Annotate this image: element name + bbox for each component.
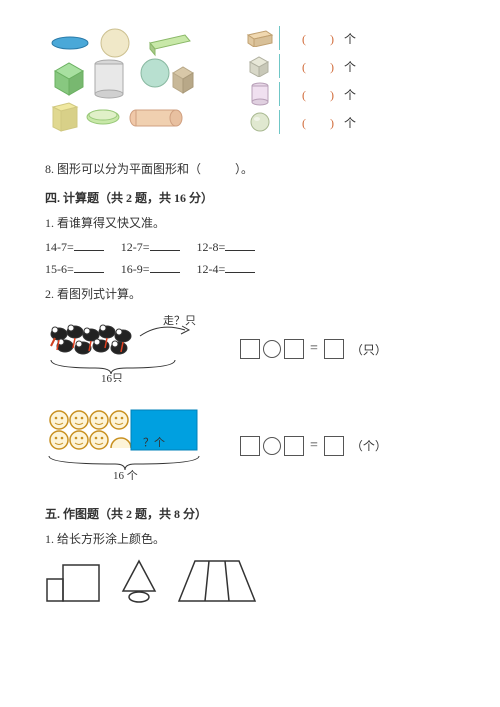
operand-box: [284, 339, 304, 359]
result-box: [324, 436, 344, 456]
section-5-title: 五. 作图题（共 2 题，共 8 分）: [45, 505, 455, 522]
q8-text-a: 8. 图形可以分为平面图形和（: [45, 162, 201, 176]
answer-blank: [74, 239, 104, 251]
equation-1: = （只）: [240, 339, 387, 359]
svg-text:16 个: 16 个: [113, 469, 138, 481]
s4-q2-title: 2. 看图列式计算。: [45, 285, 455, 302]
count-row-cuboid: ( ) 个: [245, 25, 356, 51]
operand-box: [284, 436, 304, 456]
count-row-cube: ( ) 个: [245, 53, 356, 79]
count-table: ( ) 个 ( ) 个 ( ) 个 ( ) 个: [245, 25, 356, 135]
unit-label: 个: [344, 86, 356, 103]
calc-row-2: 15-6= 16-9= 12-4=: [45, 261, 455, 277]
operator-circle: [263, 340, 281, 358]
answer-blank: [150, 239, 180, 251]
calc-row-1: 14-7= 12-7= 12-8=: [45, 239, 455, 255]
figure-1: 走？只 16只: [45, 312, 220, 386]
answer-blank: [74, 261, 104, 273]
equals-sign: =: [310, 438, 318, 454]
count-row-cylinder: ( ) 个: [245, 81, 356, 107]
s4-q1-title: 1. 看谁算得又快又准。: [45, 214, 455, 231]
figure-2-row: ？个 16 个 = （个）: [45, 406, 455, 485]
expr: 15-6=: [45, 262, 74, 276]
divider: [279, 26, 280, 50]
unit: （只）: [351, 341, 387, 358]
expr: 14-7=: [45, 240, 74, 254]
expr: 12-4=: [197, 262, 226, 276]
answer-blank: [150, 261, 180, 273]
operator-circle: [263, 437, 281, 455]
divider: [279, 54, 280, 78]
result-box: [324, 339, 344, 359]
cylinder-icon: [245, 82, 275, 106]
unit-label: 个: [344, 58, 356, 75]
shapes-to-color: [45, 557, 455, 603]
cube-icon: [245, 54, 275, 78]
s5-q1-title: 1. 给长方形涂上颜色。: [45, 530, 455, 547]
expr: 12-8=: [197, 240, 226, 254]
count-row-sphere: ( ) 个: [245, 109, 356, 135]
unit-label: 个: [344, 114, 356, 131]
paren: ( ): [302, 114, 334, 131]
operand-box: [240, 339, 260, 359]
divider: [279, 110, 280, 134]
paren: ( ): [302, 30, 334, 47]
paren: ( ): [302, 58, 334, 75]
expr: 16-9=: [121, 262, 150, 276]
operand-box: [240, 436, 260, 456]
figure-2: ？个 16 个: [45, 406, 220, 485]
svg-text:走？只: 走？只: [163, 314, 196, 327]
answer-blank: [225, 261, 255, 273]
sphere-icon: [245, 110, 275, 134]
unit-label: 个: [344, 30, 356, 47]
equals-sign: =: [310, 341, 318, 357]
q8-text-b: ）。: [235, 162, 253, 176]
shapes-illustration: [45, 25, 205, 135]
top-figures-row: ( ) 个 ( ) 个 ( ) 个 ( ) 个: [45, 25, 455, 135]
shape-trapezoid: [177, 557, 257, 603]
unit: （个）: [351, 437, 387, 454]
shape-house: [45, 557, 101, 603]
section-4-title: 四. 计算题（共 2 题，共 16 分）: [45, 189, 455, 206]
figure-1-row: 走？只 16只 = （只）: [45, 312, 455, 386]
q8-blank: [204, 162, 232, 176]
svg-text:？个: ？个: [143, 436, 165, 449]
cuboid-icon: [245, 26, 275, 50]
equation-2: = （个）: [240, 436, 387, 456]
svg-text:16只: 16只: [101, 373, 123, 382]
question-8: 8. 图形可以分为平面图形和（ ）。: [45, 160, 455, 177]
expr: 12-7=: [121, 240, 150, 254]
divider: [279, 82, 280, 106]
answer-blank: [225, 239, 255, 251]
shape-triangle-circle: [119, 557, 159, 603]
paren: ( ): [302, 86, 334, 103]
